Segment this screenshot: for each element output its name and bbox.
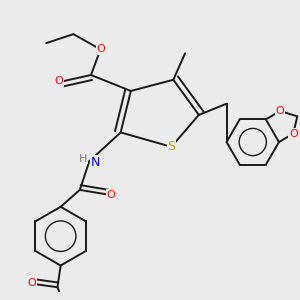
Text: N: N (91, 156, 101, 169)
Text: O: O (28, 278, 36, 288)
Text: O: O (55, 76, 63, 86)
Text: O: O (276, 106, 285, 116)
Text: S: S (167, 140, 175, 153)
Text: O: O (107, 190, 116, 200)
Text: O: O (289, 129, 298, 139)
Text: O: O (96, 44, 105, 55)
Text: H: H (79, 154, 87, 164)
